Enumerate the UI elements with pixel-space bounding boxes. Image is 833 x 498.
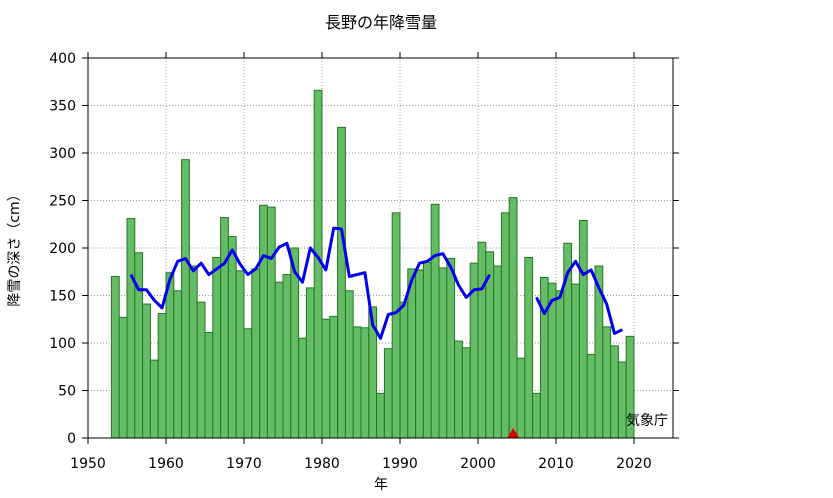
bar-1996 <box>438 267 448 439</box>
x-axis-label: 年 <box>374 477 388 493</box>
y-axis-ticks: 0 50 100 150 200 250 300 350 400 <box>49 51 679 447</box>
y-tick-label: 300 <box>49 146 76 162</box>
moving-average-series <box>129 226 623 340</box>
bar-1955 <box>118 316 128 439</box>
bar-1985 <box>352 326 362 439</box>
x-tick-label: 1980 <box>304 456 340 472</box>
credit-label: 気象庁 <box>626 413 668 429</box>
marker-series <box>507 428 520 438</box>
y-tick-label: 350 <box>49 99 76 115</box>
bar-1972 <box>251 268 261 439</box>
bar-1993 <box>415 269 424 439</box>
x-tick-label: 1950 <box>70 456 106 472</box>
bar-1981 <box>321 318 331 439</box>
y-tick-label: 250 <box>49 194 76 210</box>
bar-1971 <box>243 328 253 439</box>
bar-1959 <box>149 359 159 439</box>
bar-1962 <box>173 290 183 439</box>
bar-1998 <box>454 340 463 439</box>
bar-1999 <box>461 347 471 439</box>
bar-2007 <box>524 257 534 439</box>
bar-1990 <box>391 212 401 439</box>
bar-1965 <box>196 301 206 439</box>
bar-1976 <box>282 274 292 439</box>
chart-title: 長野の年降雪量 <box>325 13 437 32</box>
bar-1964 <box>188 265 198 439</box>
y-axis-label: 降雪の深さ（cm） <box>7 187 23 306</box>
bar-2005 <box>508 197 518 439</box>
bar-2014 <box>578 219 588 439</box>
bar-1963 <box>181 159 190 439</box>
moving-average-line-1 <box>129 226 492 340</box>
bar-1983 <box>337 126 346 439</box>
bar-1958 <box>142 303 151 439</box>
bar-1978 <box>298 337 307 439</box>
bar-2004 <box>500 212 510 439</box>
bar-1954 <box>110 276 120 439</box>
bar-1982 <box>329 315 339 439</box>
y-tick-label: 400 <box>49 51 76 67</box>
bar-2013 <box>571 283 580 439</box>
bar-1992 <box>407 268 417 439</box>
y-tick-label: 200 <box>49 241 76 257</box>
bar-2008 <box>532 392 541 439</box>
x-axis-ticks: 1950 1960 1970 1980 1990 2000 2010 2020 <box>70 52 652 472</box>
x-tick-label: 2000 <box>460 456 496 472</box>
bar-1957 <box>134 252 144 439</box>
x-tick-label: 2020 <box>616 456 652 472</box>
bar-2009 <box>539 276 549 439</box>
y-tick-label: 100 <box>49 336 76 352</box>
bar-1961 <box>165 272 175 439</box>
bar-1995 <box>430 203 440 439</box>
x-tick-label: 2010 <box>538 456 574 472</box>
bar-1997 <box>446 257 456 439</box>
bar-2006 <box>516 357 526 439</box>
bar-2018 <box>610 345 619 439</box>
bar-1966 <box>204 332 214 439</box>
bar-1968 <box>220 217 229 439</box>
bar-2015 <box>586 353 596 439</box>
bar-1994 <box>422 261 432 439</box>
bar-1989 <box>383 348 393 439</box>
y-tick-label: 150 <box>49 289 76 305</box>
bar-1979 <box>305 287 315 439</box>
bar-1969 <box>227 236 237 439</box>
x-tick-label: 1990 <box>382 456 418 472</box>
bar-2017 <box>602 326 612 439</box>
bar-1967 <box>212 257 222 439</box>
bar-1973 <box>259 204 268 439</box>
y-tick-label: 50 <box>58 384 76 400</box>
y-tick-label: 0 <box>67 431 76 447</box>
bar-1956 <box>126 218 136 439</box>
x-tick-label: 1970 <box>226 456 262 472</box>
bar-1991 <box>399 301 409 439</box>
marker-triangle-2005 <box>507 428 520 438</box>
moving-average-line-2 <box>535 259 623 335</box>
bar-1975 <box>274 281 284 439</box>
bar-2003 <box>493 265 502 439</box>
bar-2011 <box>555 290 565 439</box>
bar-1984 <box>344 290 354 439</box>
bar-1970 <box>235 270 245 439</box>
bar-1986 <box>360 327 370 439</box>
bar-2001 <box>477 241 487 439</box>
x-tick-label: 1960 <box>148 456 184 472</box>
bar-1960 <box>157 313 167 439</box>
bar-1988 <box>376 392 385 439</box>
bar-1974 <box>266 206 276 439</box>
